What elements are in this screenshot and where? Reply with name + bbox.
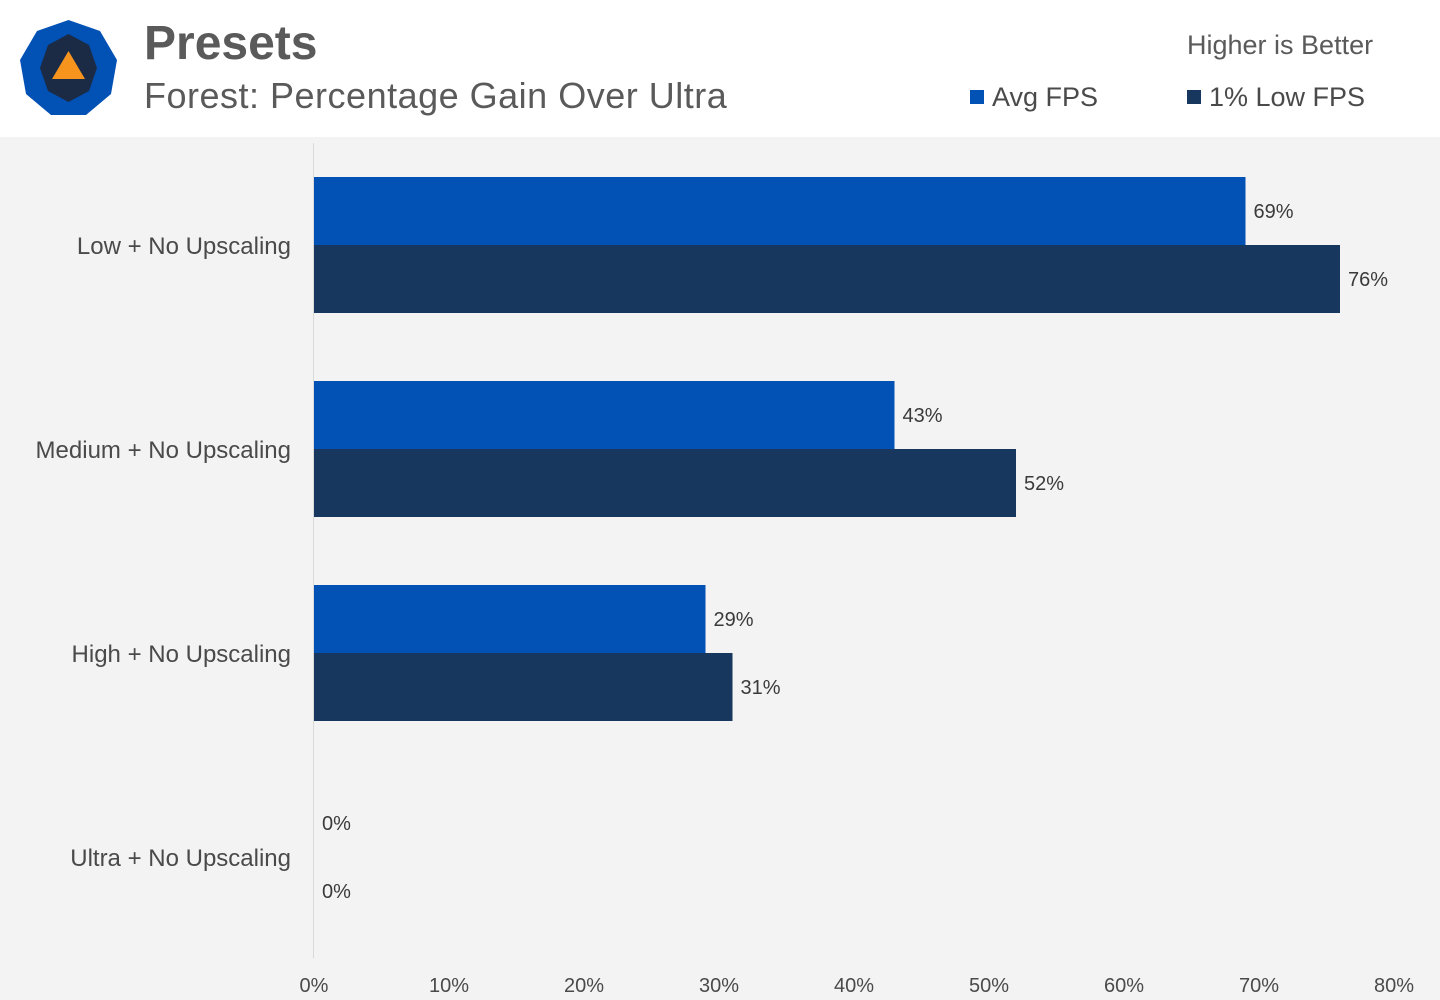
- legend-swatch-avg-fps: [970, 90, 984, 104]
- category-label: High + No Upscaling: [72, 641, 291, 668]
- x-tick-label: 0%: [300, 975, 329, 997]
- bar-avg-fps: [314, 585, 706, 653]
- data-label: 52%: [1024, 473, 1064, 495]
- data-label: 31%: [741, 677, 781, 699]
- legend-item-avg-fps: Avg FPS: [970, 80, 1098, 114]
- bar-1-low-fps: [314, 449, 1016, 517]
- bar-1-low-fps: [314, 653, 733, 721]
- category-label: Medium + No Upscaling: [36, 437, 291, 464]
- data-label: 0%: [322, 813, 351, 835]
- x-tick-label: 30%: [699, 975, 739, 997]
- legend-label-avg-fps: Avg FPS: [992, 81, 1099, 112]
- bar-avg-fps: [314, 177, 1246, 245]
- x-tick-label: 10%: [429, 975, 469, 997]
- x-tick-label: 80%: [1374, 975, 1414, 997]
- bar-1-low-fps: [314, 245, 1340, 313]
- data-label: 0%: [322, 881, 351, 903]
- legend-swatch-1-low-fps: [1187, 90, 1201, 104]
- x-tick-label: 20%: [564, 975, 604, 997]
- data-label: 43%: [903, 405, 943, 427]
- category-label: Ultra + No Upscaling: [70, 845, 291, 872]
- chart-title: Presets: [144, 17, 318, 70]
- hexagon-warning-logo-icon: [20, 20, 117, 115]
- x-tick-label: 50%: [969, 975, 1009, 997]
- category-label: Low + No Upscaling: [77, 233, 291, 260]
- chart-header: Presets Forest: Percentage Gain Over Ult…: [0, 0, 1440, 137]
- chart-subtitle: Forest: Percentage Gain Over Ultra: [144, 75, 728, 116]
- data-label: 69%: [1254, 201, 1294, 223]
- x-tick-label: 40%: [834, 975, 874, 997]
- bar-avg-fps: [314, 381, 895, 449]
- higher-is-better-note: Higher is Better: [1187, 30, 1374, 60]
- x-tick-label: 60%: [1104, 975, 1144, 997]
- data-label: 29%: [714, 609, 754, 631]
- data-label: 76%: [1348, 269, 1388, 291]
- x-tick-label: 70%: [1239, 975, 1279, 997]
- legend-item-1-low-fps: 1% Low FPS: [1187, 80, 1365, 114]
- legend-label-1-low-fps: 1% Low FPS: [1209, 81, 1366, 112]
